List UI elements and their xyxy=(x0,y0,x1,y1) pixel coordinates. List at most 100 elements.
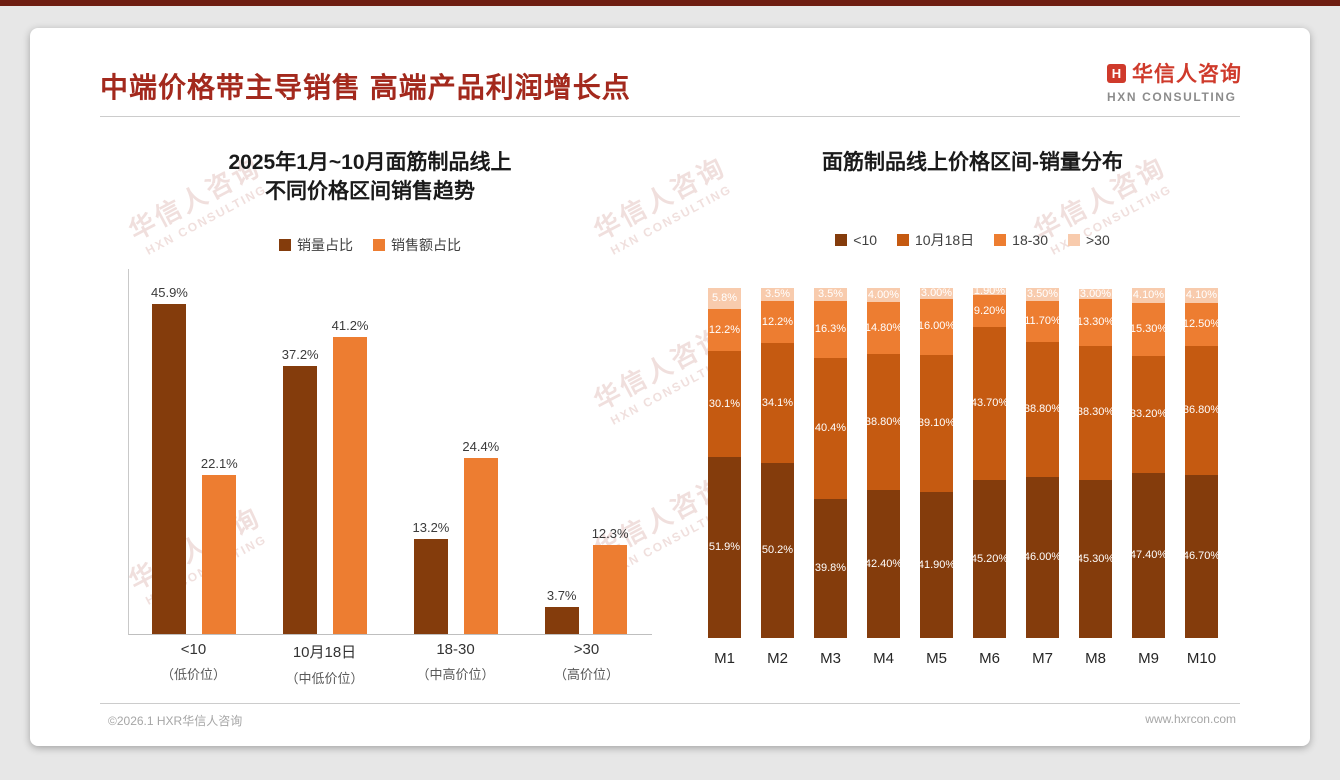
bar-wrap: 37.2% xyxy=(282,269,319,634)
stack: 3.5% 12.2% 34.1% 50.2% xyxy=(761,288,794,639)
logo-name: 华信人咨询 xyxy=(1132,63,1242,86)
segment-value-label: 12.2% xyxy=(761,315,794,328)
segment-value-label: 42.40% xyxy=(864,557,903,570)
bar-group: 3.7% 12.3% xyxy=(521,269,652,634)
bar-wrap: 12.3% xyxy=(592,269,629,634)
legend-item: 销量占比 xyxy=(279,235,353,255)
segment-value-label: 4.10% xyxy=(1132,289,1165,302)
x-axis-label: M5 xyxy=(926,650,947,668)
stack-segment: 46.70% xyxy=(1182,475,1221,639)
x-axis-left: <10 （低价位） 10月18日 （中低价位） 18-30 （中高价位） >30 （高价位） xyxy=(128,641,652,687)
stack-segment: 38.30% xyxy=(1077,345,1114,480)
segment-value-label: 40.4% xyxy=(814,421,847,434)
stacked-column: 3.5% 16.3% 40.4% 39.8% M3 xyxy=(804,288,857,667)
bar-group: 13.2% 24.4% xyxy=(391,269,522,634)
bar-wrap: 22.1% xyxy=(201,269,238,634)
logo: H 华信人咨询 HXN CONSULTING xyxy=(1107,58,1242,104)
legend-item: 18-30 xyxy=(994,232,1048,248)
segment-value-label: 1.90% xyxy=(973,285,1006,298)
slide-card: 华信人咨询 HXN CONSULTING 华信人咨询 HXN CONSULTIN… xyxy=(30,28,1310,746)
plot-area-left: 45.9% 22.1% 37.2% 41.2% 13.2% 24.4% 3.7% 12.3% xyxy=(128,268,652,635)
stack-segment: 46.00% xyxy=(1023,477,1062,639)
legend-right: <10 10月18日 18-30 >30 xyxy=(690,230,1255,250)
header-divider xyxy=(100,116,1240,117)
segment-value-label: 3.00% xyxy=(920,287,953,300)
segment-value-label: 43.70% xyxy=(970,397,1009,410)
stacked-column: 3.00% 13.30% 38.30% 45.30% M8 xyxy=(1069,288,1122,667)
bar-wrap: 24.4% xyxy=(462,269,499,634)
stack: 4.10% 15.30% 33.20% 47.40% xyxy=(1129,288,1168,639)
category-sublabel: （中低价位） xyxy=(285,670,364,686)
segment-value-label: 3.5% xyxy=(817,288,844,301)
segment-value-label: 50.2% xyxy=(761,544,794,557)
stacked-bar-chart: 面筋制品线上价格区间-销量分布 <10 10月18日 18-30 >30 5.8% 12… xyxy=(690,148,1255,667)
bar-volume-share xyxy=(413,538,448,634)
stack-segment: 33.20% xyxy=(1129,356,1168,473)
slide-footer: ©2026.1 HXR华信人咨询 www.hxrcon.com xyxy=(100,703,1240,729)
bar-revenue-share xyxy=(593,544,628,634)
stack-segment: 12.2% xyxy=(708,308,741,352)
stack-segment: 39.8% xyxy=(814,499,847,639)
x-axis-label: M1 xyxy=(714,650,735,668)
legend-label: 18-30 xyxy=(1012,232,1048,249)
legend-swatch xyxy=(897,234,910,247)
stacked-column: 4.10% 15.30% 33.20% 47.40% M9 xyxy=(1122,288,1175,667)
website-text: www.hxrcon.com xyxy=(1145,712,1236,726)
bars-row: 45.9% 22.1% 37.2% 41.2% 13.2% 24.4% 3.7% 12.3% xyxy=(129,269,652,634)
legend-label: 销售额占比 xyxy=(391,236,461,253)
stack-segment: 16.3% xyxy=(814,300,847,358)
page-title: 中端价格带主导销售 高端产品利润增长点 xyxy=(100,72,631,103)
x-axis-category: <10 （低价位） xyxy=(128,641,259,687)
stack-segment: 38.80% xyxy=(1024,341,1061,478)
bar-wrap: 3.7% xyxy=(544,269,579,634)
stack-segment: 11.70% xyxy=(1024,300,1061,342)
bar-wrap: 13.2% xyxy=(413,269,449,634)
stack: 4.10% 12.50% 36.80% 46.70% xyxy=(1182,288,1221,639)
stack-segment: 51.9% xyxy=(708,456,741,639)
stack: 1.90% 9.20% 43.70% 45.20% xyxy=(970,285,1009,639)
segment-value-label: 13.30% xyxy=(1076,316,1115,329)
bar-wrap: 45.9% xyxy=(151,269,188,634)
category-sublabel: （低价位） xyxy=(160,666,226,682)
stack: 3.00% 13.30% 38.30% 45.30% xyxy=(1076,287,1115,639)
segment-value-label: 3.00% xyxy=(1079,287,1112,300)
stack-segment: 1.90% xyxy=(973,285,1006,298)
bar-value-label: 24.4% xyxy=(462,438,500,454)
stack-segment: 13.30% xyxy=(1076,299,1115,346)
stack-segment: 5.8% xyxy=(708,288,741,309)
segment-value-label: 51.9% xyxy=(708,541,741,554)
segment-value-label: 34.1% xyxy=(761,396,794,409)
stack-segment: 9.20% xyxy=(973,295,1006,328)
stack-segment: 12.50% xyxy=(1182,302,1221,347)
chart-title-right: 面筋制品线上价格区间-销量分布 xyxy=(822,151,1123,174)
segment-value-label: 4.00% xyxy=(867,288,900,301)
segment-value-label: 15.30% xyxy=(1129,323,1168,336)
legend-label: >30 xyxy=(1085,232,1110,249)
segment-value-label: 12.50% xyxy=(1182,318,1221,331)
stack-segment: 45.20% xyxy=(971,480,1008,639)
bar-value-label: 45.9% xyxy=(151,284,188,300)
legend-item: <10 xyxy=(835,232,877,248)
stack-segment: 4.10% xyxy=(1185,288,1218,303)
stack-segment: 40.4% xyxy=(814,357,847,500)
stack-segment: 34.1% xyxy=(761,343,794,463)
legend-swatch xyxy=(1067,234,1080,247)
segment-value-label: 33.20% xyxy=(1129,407,1168,420)
logo-icon: H xyxy=(1107,63,1126,83)
stack-segment: 50.2% xyxy=(761,462,794,639)
bar-revenue-share xyxy=(202,474,237,634)
segment-value-label: 46.00% xyxy=(1023,551,1062,564)
segment-value-label: 46.70% xyxy=(1182,550,1221,563)
stack-segment: 45.30% xyxy=(1077,479,1114,639)
stack-segment: 38.80% xyxy=(865,354,902,490)
stacked-column: 5.8% 12.2% 30.1% 51.9% M1 xyxy=(698,288,751,667)
segment-value-label: 3.50% xyxy=(1026,288,1059,301)
bar-value-label: 22.1% xyxy=(200,455,238,471)
logo-subtitle: HXN CONSULTING xyxy=(1107,90,1237,104)
grouped-bar-chart: 2025年1月~10月面筋制品线上 不同价格区间销售趋势 销量占比 销售额占比 4… xyxy=(100,148,652,687)
bar-revenue-share xyxy=(333,336,368,634)
stack-segment: 16.00% xyxy=(918,298,955,355)
segment-value-label: 12.2% xyxy=(708,323,741,336)
bar-group: 45.9% 22.1% xyxy=(129,269,260,634)
bar-volume-share xyxy=(544,606,579,634)
